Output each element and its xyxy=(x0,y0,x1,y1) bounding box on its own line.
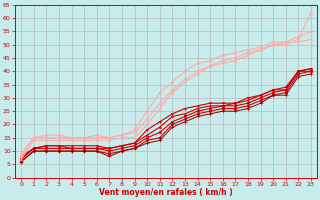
X-axis label: Vent moyen/en rafales ( km/h ): Vent moyen/en rafales ( km/h ) xyxy=(99,188,233,197)
